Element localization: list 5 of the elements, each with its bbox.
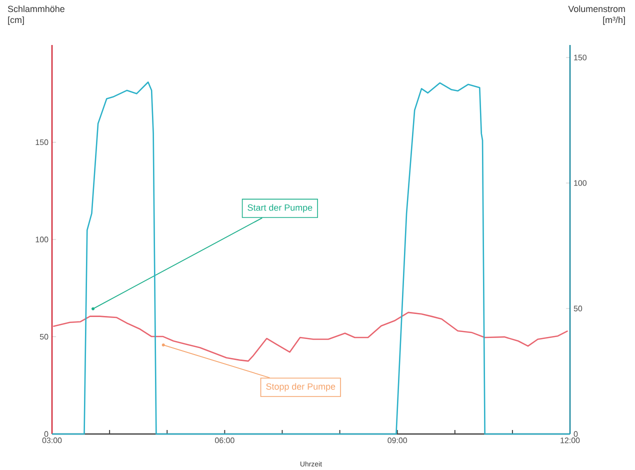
y-axis-title: Schlammhöhe [cm] xyxy=(8,6,64,25)
line-series xyxy=(51,81,571,435)
annotation: Stopp der Pumpe xyxy=(266,383,336,392)
y2-axis-title: Volumenstrom [m³/h] xyxy=(568,6,625,25)
annotation: Start der Pumpe xyxy=(248,204,312,213)
